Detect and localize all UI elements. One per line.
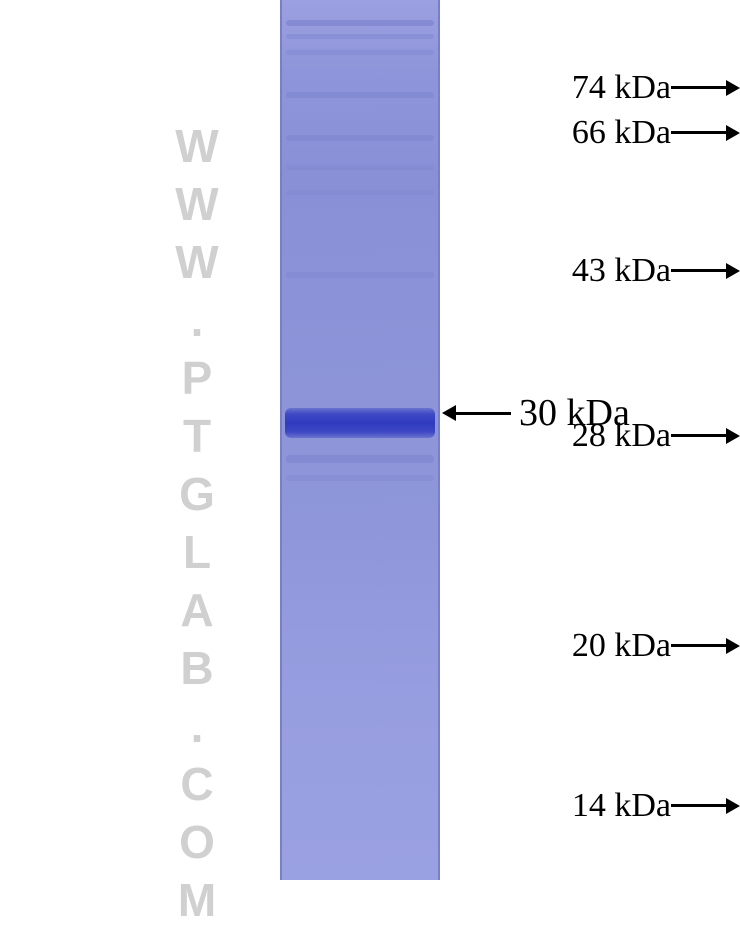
molecular-weight-marker-left: 66 kDa (462, 116, 740, 150)
marker-label-text: 66 kDa (572, 114, 671, 152)
arrow-right-icon (671, 263, 740, 279)
lane-background (280, 0, 440, 880)
main-protein-band (285, 408, 435, 438)
arrow-right-icon (671, 428, 740, 444)
molecular-weight-marker-left: 14 kDa (462, 789, 740, 823)
arrow-right-icon (671, 798, 740, 814)
faint-band (286, 475, 434, 481)
faint-band (286, 92, 434, 98)
arrow-right-icon (671, 80, 740, 96)
arrow-left-icon (442, 405, 511, 421)
faint-band (286, 34, 434, 39)
marker-label-text: 20 kDa (572, 627, 671, 665)
faint-band (286, 165, 434, 170)
faint-band (286, 20, 434, 26)
marker-label-text: 43 kDa (572, 252, 671, 290)
faint-band (286, 135, 434, 141)
faint-band (286, 190, 434, 195)
molecular-weight-marker-left: 20 kDa (462, 629, 740, 663)
arrow-right-icon (671, 638, 740, 654)
faint-band (286, 455, 434, 463)
marker-label-text: 30 kDa (519, 391, 630, 435)
molecular-weight-marker-left: 74 kDa (462, 71, 740, 105)
faint-band (286, 272, 434, 278)
faint-band (286, 50, 434, 55)
watermark-text: WWW.PTGLAB.COM (170, 120, 224, 932)
molecular-weight-marker-right: 30 kDa (442, 394, 630, 432)
marker-label-text: 74 kDa (572, 69, 671, 107)
marker-label-text: 14 kDa (572, 787, 671, 825)
molecular-weight-marker-left: 43 kDa (462, 254, 740, 288)
gel-lane (280, 0, 440, 880)
arrow-right-icon (671, 125, 740, 141)
